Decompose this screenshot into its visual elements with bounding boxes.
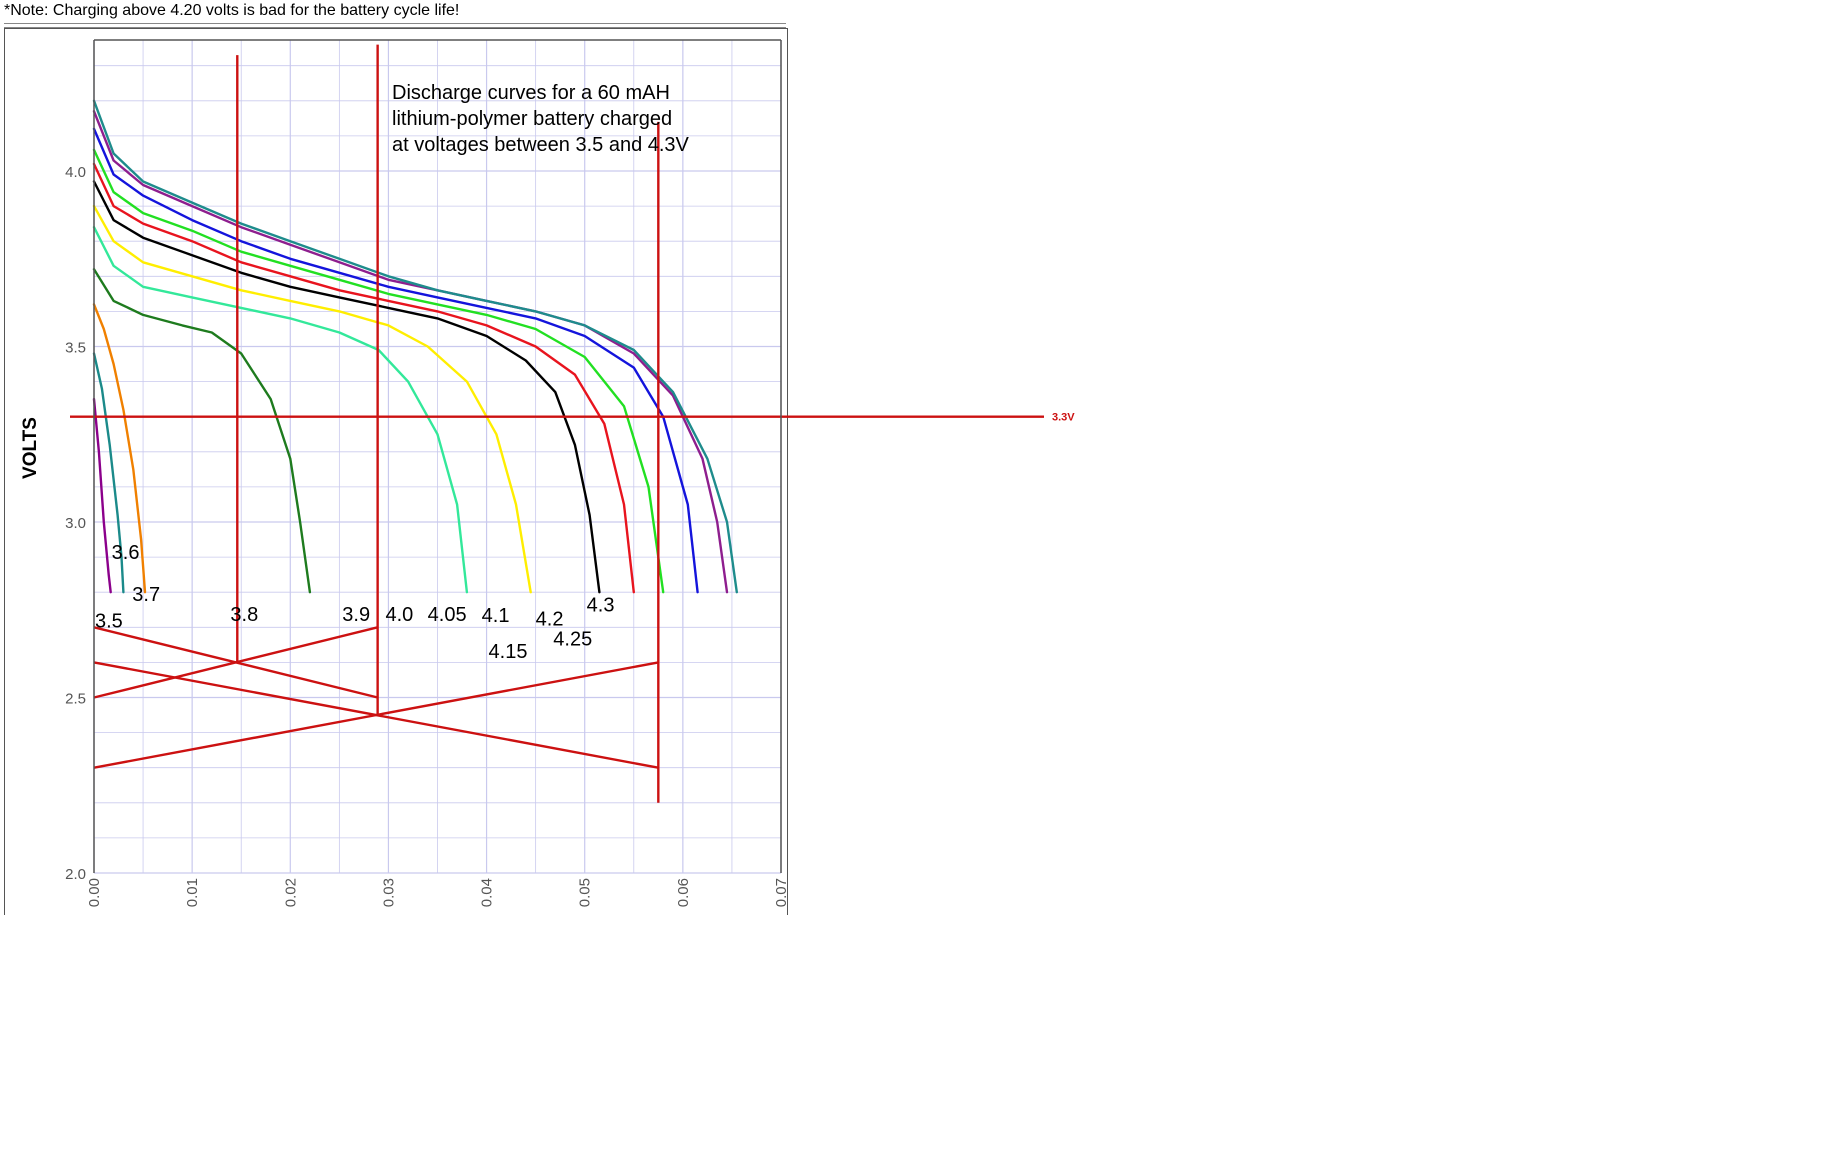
curve-label-3-7: 3.7 [132,584,160,606]
series-line-3-9 [92,226,469,594]
series-line-4-15 [92,148,665,594]
curve-label-4-25: 4.25 [553,629,592,651]
series-line-4-1 [92,162,635,594]
top-rule-inner [4,27,786,28]
title-line-2: lithium-polymer battery charged [392,108,672,130]
curve-label-4-0: 4.0 [385,604,413,626]
y-tick-label: 3.5 [65,340,86,357]
x-tick-label: 0.05 [577,878,594,907]
chart-title: Discharge curves for a 60 mAH lithium-po… [392,82,690,156]
series-line-3-6 [92,352,125,594]
curve-label-3-8: 3.8 [230,604,258,626]
curve-labels: 3.5 3.6 3.7 3.8 3.9 4.0 4.05 4.1 4.15 4.24.25 4.3 [95,542,615,663]
series-line-4-0 [92,204,532,594]
grid [93,40,782,874]
series-line-4-3 [92,99,738,594]
curve-label-4-1: 4.1 [482,605,510,627]
curve-label-3-5: 3.5 [95,610,123,632]
x-tick-label: 0.03 [380,878,397,907]
x-tick-label: 0.02 [282,878,299,907]
series-line-3-5 [92,397,112,594]
annotation-diagonal-line [93,661,659,769]
curve-label-4-15: 4.15 [489,641,528,663]
y-tick-label: 3.0 [65,515,86,532]
threshold-label: 3.3V [1052,412,1075,424]
x-tick-label: 0.00 [86,878,103,907]
title-line-1: Discharge curves for a 60 mAH [392,82,670,104]
series-line-3-8 [92,268,312,594]
y-tick-label: 2.0 [65,866,86,883]
curve-label-3-9: 3.9 [342,604,370,626]
top-rule [4,23,786,24]
note-text: *Note: Charging above 4.20 volts is bad … [4,2,460,19]
y-tick-label: 2.5 [65,691,86,708]
x-tick-label: 0.07 [773,878,790,907]
annotation-diagonal-line [93,626,378,699]
series-line-4-05 [92,180,601,594]
x-tick-label: 0.06 [675,878,692,907]
curve-label-3-6: 3.6 [112,542,140,564]
annotation-lines: 3.3V [70,44,1075,803]
x-tick-label: 0.04 [479,878,496,907]
chart-frame [4,28,788,915]
y-tick-label: 4.0 [65,164,86,181]
axes: 2.0 2.5 3.0 3.5 4.0 0.00 0.01 0.02 0.03 0.04 0.05 0… [65,39,790,907]
x-tick-label: 0.01 [184,878,201,907]
series-line-3-7 [92,303,147,594]
curve-label-4-3: 4.3 [587,595,615,617]
series-line-4-2 [92,127,699,594]
y-axis-label: VOLTS [20,417,41,479]
curve-label-4-05: 4.05 [428,604,467,626]
curve-label-4-2: 4.2 [536,609,564,631]
title-line-3: at voltages between 3.5 and 4.3V [392,134,690,156]
